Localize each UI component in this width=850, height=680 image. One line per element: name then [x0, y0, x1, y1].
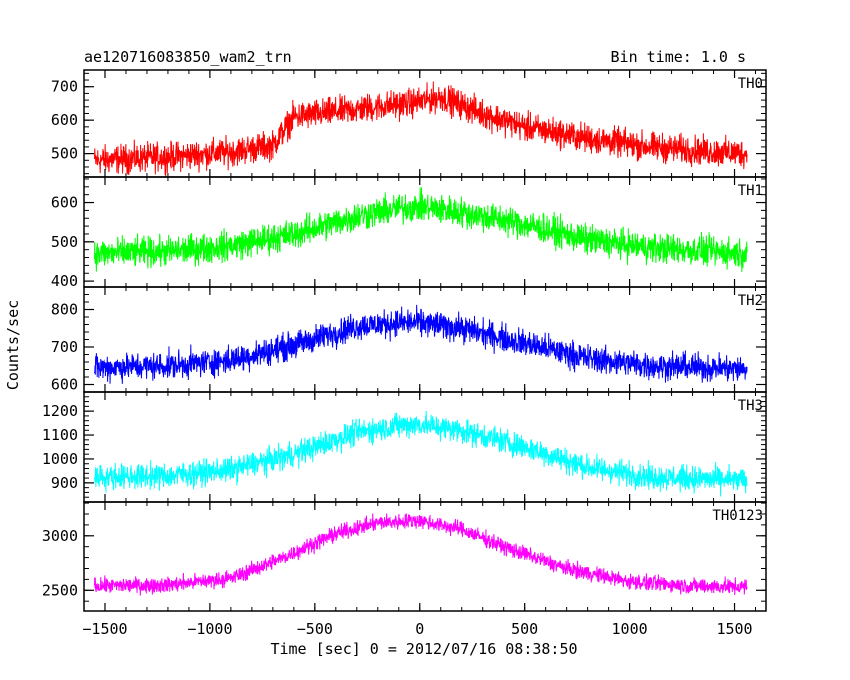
series-line-th3	[93, 410, 748, 497]
y-tick-label: 800	[51, 301, 78, 319]
x-axis-title: Time [sec] 0 = 2012/07/16 08:38:50	[270, 640, 577, 658]
y-tick-label: 1100	[42, 426, 78, 444]
panel-th0: 700 600 500 TH0	[51, 69, 767, 178]
y-tick-label: 600	[51, 376, 78, 394]
y-tick-label: 1200	[42, 402, 78, 420]
panel-label-th3: TH3	[738, 398, 763, 414]
panel-frame	[83, 286, 767, 393]
y-tick-label: 700	[51, 78, 78, 96]
x-tick-label: 1500	[716, 620, 752, 638]
y-tick-label: 600	[51, 111, 78, 129]
x-tick-label: −1500	[82, 620, 127, 638]
chart-title: ae120716083850_wam2_trn	[84, 48, 292, 66]
y-axis-title: Counts/sec	[4, 300, 22, 390]
panel-frame	[83, 501, 767, 612]
panel-th1: 600 500 400 TH1	[51, 176, 767, 290]
x-tick-label: 500	[511, 620, 538, 638]
bin-time-label: Bin time: 1.0 s	[611, 48, 746, 66]
panel-label-th0123: TH0123	[712, 508, 763, 524]
x-tick-label: 1000	[612, 620, 648, 638]
panel-th0123: 3000 2500 TH0123	[42, 501, 767, 612]
series-line-th0123	[93, 513, 748, 596]
series-line-th2	[94, 304, 748, 384]
x-tick-label: 0	[415, 620, 424, 638]
y-tick-label: 1000	[42, 450, 78, 468]
panel-label-th2: TH2	[738, 293, 763, 309]
panel-th2: 800 700 600 TH2	[51, 286, 767, 394]
panels-group: 700 600 500 TH0 600 500 400 TH1 800 700 600 TH2 1200…	[42, 69, 767, 638]
x-tick-label: −500	[297, 620, 333, 638]
series-line-th1	[93, 187, 748, 272]
y-tick-label: 700	[51, 338, 78, 356]
y-tick-label: 400	[51, 272, 78, 290]
x-tick-label: −1000	[187, 620, 232, 638]
y-tick-label: 900	[51, 474, 78, 492]
panel-label-th1: TH1	[738, 183, 763, 199]
panel-th3: 1200 1100 1000 900 TH3	[42, 391, 767, 503]
y-tick-label: 3000	[42, 527, 78, 545]
y-tick-label: 500	[51, 145, 78, 163]
y-tick-label: 2500	[42, 581, 78, 599]
series-line-th0	[93, 81, 748, 177]
y-tick-label: 600	[51, 194, 78, 212]
panel-frame	[83, 176, 767, 288]
panel-label-th0: TH0	[738, 76, 763, 92]
y-tick-label: 500	[51, 233, 78, 251]
